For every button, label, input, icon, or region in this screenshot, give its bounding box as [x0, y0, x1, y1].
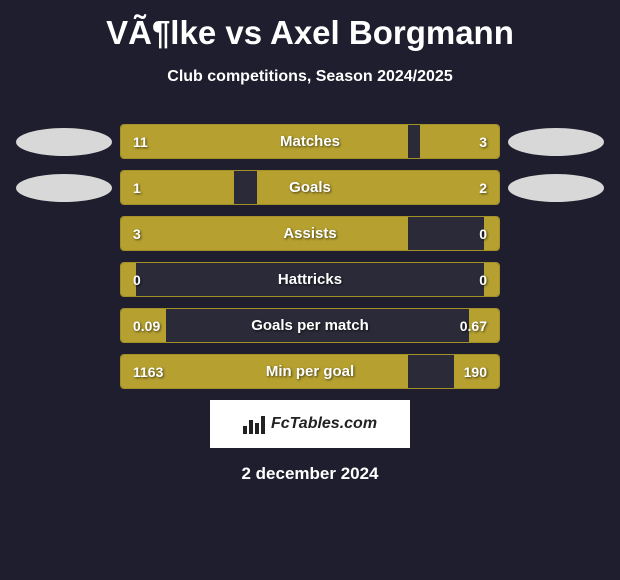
fctables-logo: FcTables.com — [210, 400, 410, 448]
stat-bar: 11Matches3 — [120, 124, 500, 159]
stat-row: 0Hattricks0 — [8, 262, 612, 297]
stat-value-right: 0 — [479, 217, 487, 250]
subtitle: Club competitions, Season 2024/2025 — [0, 68, 620, 86]
stat-bar: 0.09Goals per match0.67 — [120, 308, 500, 343]
stat-bar: 0Hattricks0 — [120, 262, 500, 297]
stat-label: Matches — [121, 125, 499, 158]
stat-label: Hattricks — [121, 263, 499, 296]
player-silhouette-right — [500, 174, 612, 202]
stat-bar: 1Goals2 — [120, 170, 500, 205]
logo-text: FcTables.com — [271, 415, 377, 433]
stat-value-right: 0.67 — [460, 309, 487, 342]
player-silhouette-left — [8, 174, 120, 202]
stat-value-right: 3 — [479, 125, 487, 158]
stat-label: Goals — [121, 171, 499, 204]
stat-value-right: 190 — [464, 355, 487, 388]
stat-label: Min per goal — [121, 355, 499, 388]
stat-value-right: 2 — [479, 171, 487, 204]
stat-row: 11Matches3 — [8, 124, 612, 159]
stat-label: Goals per match — [121, 309, 499, 342]
date-label: 2 december 2024 — [0, 464, 620, 484]
stat-value-right: 0 — [479, 263, 487, 296]
comparison-chart: 11Matches31Goals23Assists00Hattricks00.0… — [0, 124, 620, 389]
stat-bar: 3Assists0 — [120, 216, 500, 251]
stat-bar: 1163Min per goal190 — [120, 354, 500, 389]
player-silhouette-left — [8, 128, 120, 156]
stat-row: 0.09Goals per match0.67 — [8, 308, 612, 343]
stat-row: 3Assists0 — [8, 216, 612, 251]
player-silhouette-right — [500, 128, 612, 156]
stat-row: 1Goals2 — [8, 170, 612, 205]
chart-icon — [243, 414, 265, 434]
page-title: VÃ¶lke vs Axel Borgmann — [0, 0, 620, 52]
stat-row: 1163Min per goal190 — [8, 354, 612, 389]
stat-label: Assists — [121, 217, 499, 250]
